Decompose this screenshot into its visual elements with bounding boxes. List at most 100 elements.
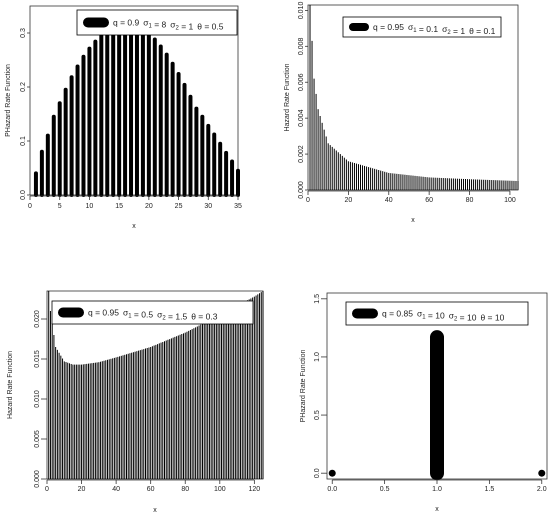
legend-label-part: = 0.5 (132, 310, 154, 320)
x-tick-label: 120 (249, 486, 261, 493)
legend-label-subscript: 2 (447, 30, 451, 36)
legend-label-part: q = 0.9 (113, 18, 140, 28)
legend-label-subscript: 1 (422, 315, 426, 321)
legend-symbol (352, 308, 378, 319)
legend-label-part: σ (123, 308, 129, 318)
x-axis-label: x (411, 217, 415, 224)
x-tick-label: 0.0 (327, 486, 337, 493)
legend-label-subscript: 2 (176, 26, 180, 32)
x-tick-label: 5 (58, 203, 62, 210)
legend-label-subscript: 1 (148, 24, 152, 30)
x-tick-label: 20 (145, 203, 153, 210)
legend-box (345, 301, 529, 326)
legend-label-part: = 1.5 (166, 312, 188, 322)
x-tick-label: 40 (112, 486, 120, 493)
x-tick-label: 35 (234, 203, 242, 210)
legend-label-subscript: 1 (128, 314, 132, 320)
x-axis-label: x (153, 507, 157, 514)
x-tick-label: 80 (181, 486, 189, 493)
legend-label-part: σ (408, 22, 414, 32)
y-tick-label: 0.0 (20, 190, 27, 200)
y-tick-label: 0.5 (314, 410, 321, 420)
x-tick-label: 0 (306, 197, 310, 204)
legend-label-part: q = 0.85 (382, 309, 413, 319)
x-tick-label: 20 (344, 197, 352, 204)
y-tick-label: 1.5 (314, 294, 321, 304)
legend-label-part: σ (143, 18, 149, 28)
legend-label-part: σ (170, 20, 176, 30)
legend-label-part: = 10 (426, 311, 445, 321)
legend-label: q = 0.85 σ1 = 10 σ2 = 10 θ = 10 (382, 309, 505, 323)
legend: q = 0.85 σ1 = 10 σ2 = 10 θ = 10 (345, 301, 529, 326)
legend-label-part: σ (449, 311, 455, 321)
y-tick-label: 0.2 (20, 82, 27, 92)
x-tick-label: 30 (204, 203, 212, 210)
legend-label-part: θ = 0.3 (191, 312, 218, 322)
y-tick-label: 0.005 (34, 430, 41, 448)
legend-symbol (83, 17, 109, 28)
x-tick-label: 15 (115, 203, 123, 210)
legend-box (342, 16, 502, 38)
legend-label-part: θ = 0.5 (197, 22, 224, 32)
y-tick-label: 0.008 (298, 37, 305, 55)
y-axis-label: PHazard Rate Function (5, 64, 12, 137)
y-tick-label: 0.1 (20, 136, 27, 146)
chart-4: 0.0 0.5 1.0 1.5 2.0 0.0 0.5 1.0 1.5 x PHazard Rate… (300, 292, 548, 513)
y-tick-label: 0.010 (34, 390, 41, 408)
legend: q = 0.95 σ1 = 0.5 σ2 = 1.5 θ = 0.3 (51, 300, 254, 325)
y-axis-label: Hazard Rate Function (284, 63, 291, 131)
x-tick-label: 1.0 (432, 486, 442, 493)
y-tick-label: 0.006 (298, 73, 305, 91)
y-tick-label: 0.004 (298, 109, 305, 127)
x-axis-label: x (132, 223, 136, 230)
x-axis-label: x (435, 506, 439, 513)
legend-label-part: σ (442, 24, 448, 34)
legend-label-subscript: 2 (162, 316, 166, 322)
y-tick-label: 0.000 (298, 181, 305, 199)
plot-frame (29, 5, 239, 196)
legend-label-part: σ (157, 310, 163, 320)
x-tick-label: 60 (425, 197, 433, 204)
x-tick-label: 80 (466, 197, 474, 204)
y-tick-label: 0.010 (298, 2, 305, 20)
legend-label-part: σ (417, 309, 423, 319)
y-tick-label: 1.0 (314, 352, 321, 362)
x-tick-label: 0 (45, 486, 49, 493)
x-tick-label: 60 (147, 486, 155, 493)
x-tick-label: 40 (385, 197, 393, 204)
chart-2: 0 20 40 60 80 100 0.000 0.002 0.004 0.006 0.008 0.0… (284, 2, 519, 224)
legend-label-part: θ = 10 (480, 313, 504, 323)
y-axis-label: Hazard Rate Function (7, 351, 14, 419)
legend-label: q = 0.95 σ1 = 0.5 σ2 = 1.5 θ = 0.3 (88, 308, 218, 322)
chart-1: 0 5 10 15 20 25 30 35 0.0 0.1 0.2 0.3 x PHazard Rate … (5, 5, 242, 230)
legend-label-part: q = 0.95 (88, 308, 119, 318)
chart-3: 0 20 40 60 80 100 120 0.000 0.005 0.010 0.015 0.020… (7, 290, 264, 514)
legend-label-part: = 10 (457, 313, 476, 323)
x-tick-label: 25 (175, 203, 183, 210)
y-axis-label: PHazard Rate Function (300, 350, 307, 423)
y-tick-label: 0.3 (20, 28, 27, 38)
legend-box (51, 300, 254, 325)
legend-symbol (349, 23, 369, 31)
legend-label-part: = 1 (451, 26, 466, 36)
legend-label-part: = 8 (152, 20, 167, 30)
x-tick-label: 1.5 (485, 486, 495, 493)
legend-label-part: q = 0.95 (373, 22, 404, 32)
legend-label-subscript: 2 (454, 317, 458, 323)
x-tick-label: 100 (214, 486, 226, 493)
x-tick-label: 2.0 (537, 486, 547, 493)
x-tick-label: 0.5 (380, 486, 390, 493)
x-tick-label: 0 (28, 203, 32, 210)
legend-label-subscript: 1 (413, 28, 417, 34)
legend-symbol (58, 307, 84, 318)
y-tick-label: 0.020 (34, 310, 41, 328)
legend-label-part: = 1 (179, 22, 194, 32)
scatter-point (538, 469, 546, 477)
legend-label-part: θ = 0.1 (469, 26, 496, 36)
y-tick-label: 0.000 (34, 470, 41, 488)
